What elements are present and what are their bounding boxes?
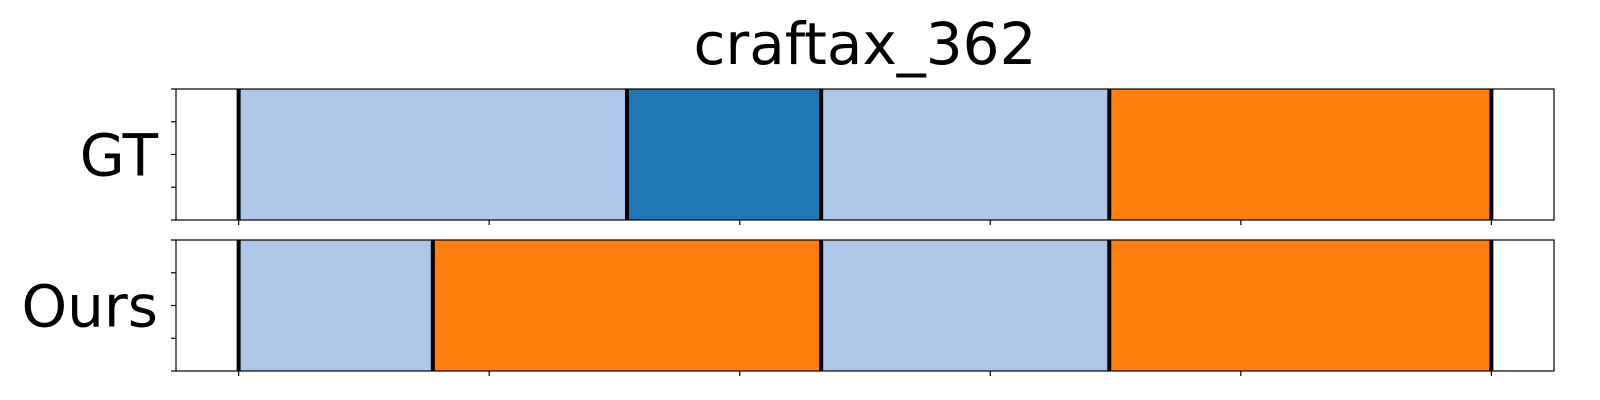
segment-bar <box>626 89 822 220</box>
segment-bar <box>1109 89 1492 220</box>
segment-bar <box>821 89 1110 220</box>
segment-bar <box>432 240 822 371</box>
row-0: GT <box>80 88 1555 225</box>
rows-layer: GT Ours <box>22 88 1555 376</box>
segment-bar <box>238 240 433 371</box>
segment-bar <box>821 240 1110 371</box>
row-label: Ours <box>22 273 158 341</box>
row-label: GT <box>80 122 159 190</box>
segment-bar <box>1109 240 1492 371</box>
chart-title: craftax_362 <box>694 10 1037 78</box>
row-1: Ours <box>22 239 1555 376</box>
segment-bar <box>238 89 627 220</box>
